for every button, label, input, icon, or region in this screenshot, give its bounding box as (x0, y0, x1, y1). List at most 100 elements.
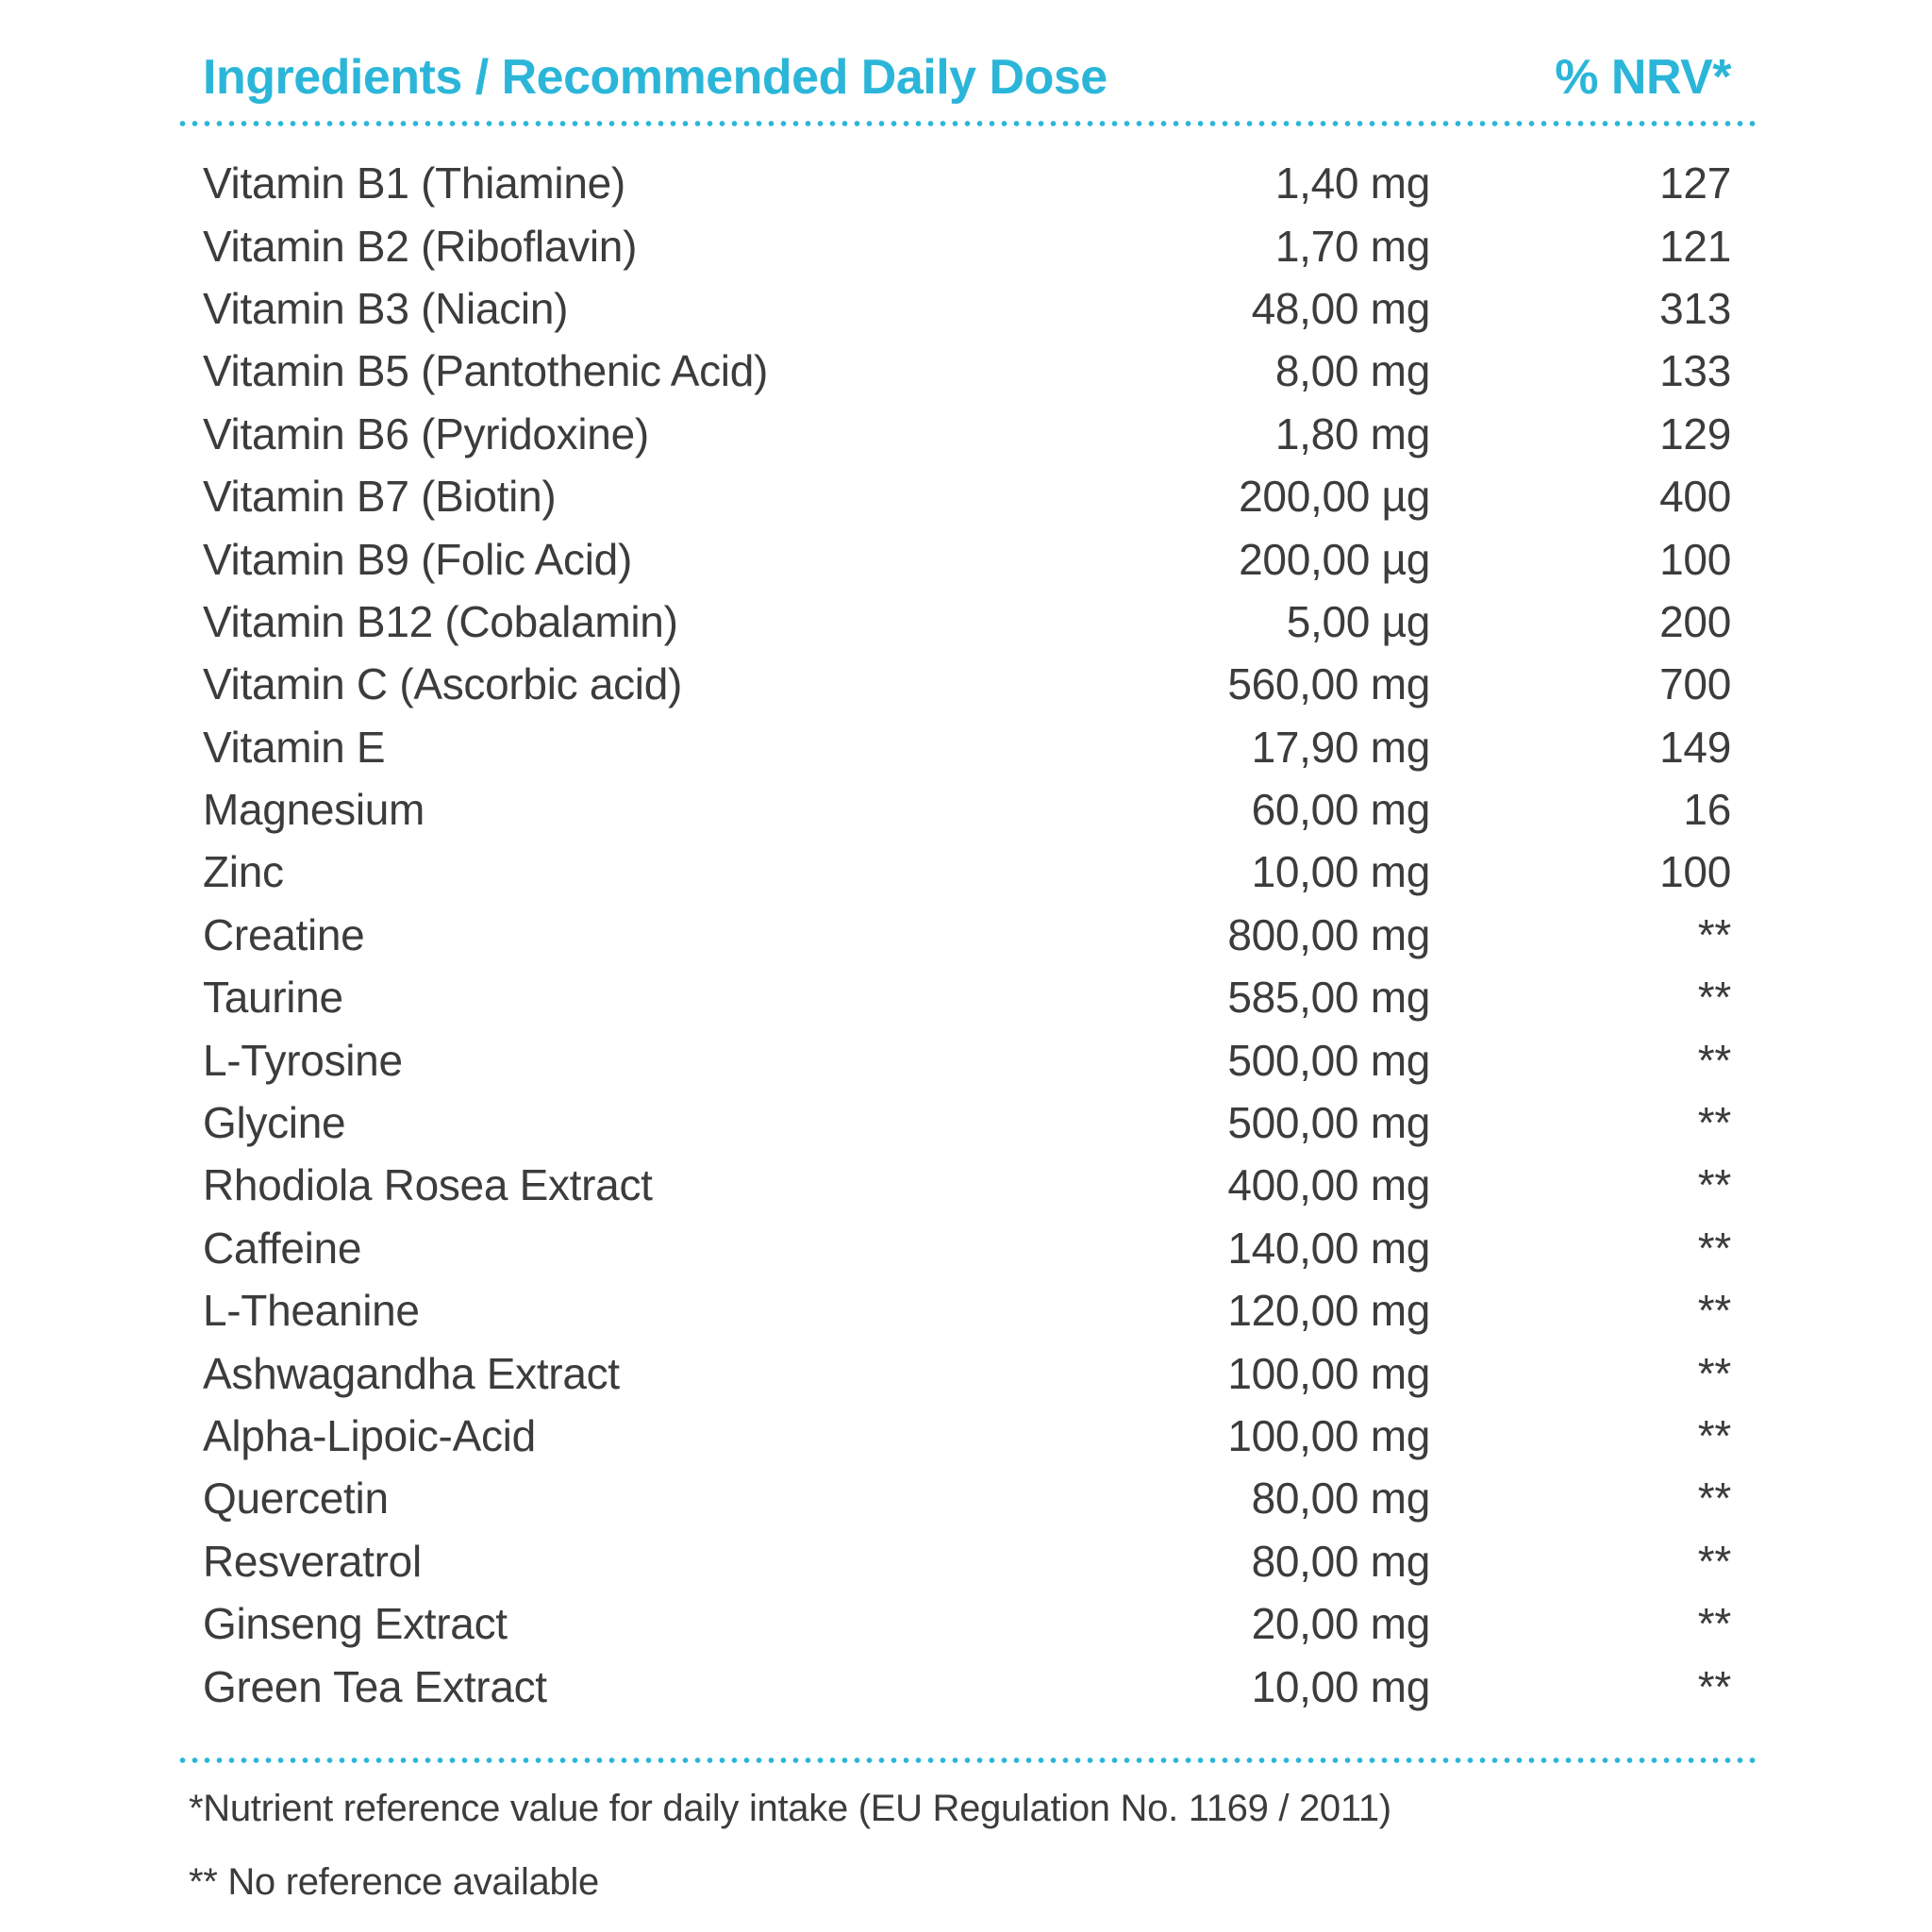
ingredient-amount: 400,00 mg (1227, 1160, 1430, 1210)
footnote-nrv: *Nutrient reference value for daily inta… (189, 1788, 1391, 1829)
table-row: Vitamin B7 (Biotin) 200,00 µg 400 (176, 465, 1757, 527)
table-row: Ginseng Extract 20,00 mg ** (176, 1592, 1757, 1655)
table-row: Quercetin 80,00 mg ** (176, 1467, 1757, 1529)
table-row: Green Tea Extract 10,00 mg ** (176, 1655, 1757, 1717)
ingredient-amount: 10,00 mg (1251, 1661, 1431, 1711)
ingredient-amount: 1,40 mg (1274, 158, 1430, 208)
ingredient-amount: 585,00 mg (1227, 973, 1430, 1023)
table-row: Ashwagandha Extract 100,00 mg ** (176, 1341, 1757, 1404)
table-row: L-Tyrosine 500,00 mg ** (176, 1028, 1757, 1091)
header-ingredients-label: Ingredients / Recommended Daily Dose (203, 50, 1108, 105)
ingredient-name: L-Tyrosine (203, 1035, 403, 1085)
ingredient-name: Glycine (203, 1098, 346, 1148)
ingredient-name: Vitamin B12 (Cobalamin) (203, 596, 678, 646)
ingredient-amount: 5,00 µg (1286, 596, 1431, 646)
ingredient-amount: 200,00 µg (1239, 472, 1430, 522)
table-row: Taurine 585,00 mg ** (176, 966, 1757, 1028)
ingredient-amount: 120,00 mg (1227, 1286, 1430, 1336)
ingredient-amount: 17,90 mg (1251, 722, 1431, 772)
ingredient-nrv: 149 (1659, 722, 1731, 772)
table-row: Vitamin B6 (Pyridoxine) 1,80 mg 129 (176, 403, 1757, 465)
ingredient-amount: 1,80 mg (1274, 408, 1430, 458)
table-row: Alpha-Lipoic-Acid 100,00 mg ** (176, 1405, 1757, 1467)
table-row: Caffeine 140,00 mg ** (176, 1217, 1757, 1279)
ingredient-name: Alpha-Lipoic-Acid (203, 1411, 536, 1460)
dotted-divider-bottom (176, 1757, 1757, 1763)
ingredient-nrv: ** (1697, 1160, 1732, 1210)
table-row: Creatine 800,00 mg ** (176, 904, 1757, 966)
table-row: Vitamin C (Ascorbic acid) 560,00 mg 700 (176, 653, 1757, 715)
table-row: Resveratrol 80,00 mg ** (176, 1530, 1757, 1592)
ingredient-nrv: ** (1697, 1348, 1732, 1398)
ingredient-nrv: ** (1697, 1474, 1732, 1524)
ingredient-nrv: 700 (1659, 659, 1731, 709)
ingredient-name: Resveratrol (203, 1536, 422, 1586)
ingredient-nrv: 127 (1659, 158, 1731, 208)
ingredient-amount: 500,00 mg (1227, 1035, 1430, 1085)
ingredient-nrv: ** (1697, 1411, 1732, 1460)
ingredient-amount: 80,00 mg (1251, 1474, 1431, 1524)
ingredient-nrv: 129 (1659, 408, 1731, 458)
ingredient-nrv: 100 (1659, 847, 1731, 897)
ingredient-amount: 60,00 mg (1251, 785, 1431, 835)
footnotes: *Nutrient reference value for daily inta… (176, 1785, 1757, 1906)
ingredient-name: Ginseng Extract (203, 1599, 508, 1649)
table-row: Vitamin B2 (Riboflavin) 1,70 mg 121 (176, 214, 1757, 276)
ingredient-amount: 10,00 mg (1251, 847, 1431, 897)
table-row: Glycine 500,00 mg ** (176, 1091, 1757, 1154)
header-nrv-label: % NRV* (1555, 50, 1731, 105)
table-row: Magnesium 60,00 mg 16 (176, 778, 1757, 841)
ingredient-nrv: 313 (1659, 283, 1731, 333)
ingredient-amount: 100,00 mg (1227, 1348, 1430, 1398)
ingredient-nrv: 400 (1659, 472, 1731, 522)
ingredient-name: Ashwagandha Extract (203, 1348, 620, 1398)
table-row: Vitamin B1 (Thiamine) 1,40 mg 127 (176, 152, 1757, 214)
ingredient-name: Vitamin E (203, 722, 386, 772)
ingredient-amount: 560,00 mg (1227, 659, 1430, 709)
ingredient-name: Green Tea Extract (203, 1661, 547, 1711)
ingredient-nrv: 200 (1659, 596, 1731, 646)
ingredient-amount: 140,00 mg (1227, 1223, 1430, 1273)
ingredient-name: Vitamin B9 (Folic Acid) (203, 534, 632, 584)
ingredient-nrv: ** (1697, 973, 1732, 1023)
table-body: Vitamin B1 (Thiamine) 1,40 mg 127 Vitamin … (176, 152, 1757, 1718)
ingredient-name: Zinc (203, 847, 284, 897)
ingredient-nrv: ** (1697, 1223, 1732, 1273)
ingredient-nrv: 16 (1683, 785, 1731, 835)
ingredient-nrv: ** (1697, 1661, 1732, 1711)
ingredient-amount: 800,00 mg (1227, 909, 1430, 959)
ingredient-name: L-Theanine (203, 1286, 420, 1336)
ingredients-table: Ingredients / Recommended Daily Dose % N… (176, 0, 1757, 1932)
ingredient-name: Vitamin B1 (Thiamine) (203, 158, 625, 208)
ingredient-name: Vitamin B5 (Pantothenic Acid) (203, 346, 769, 396)
ingredient-name: Vitamin C (Ascorbic acid) (203, 659, 683, 709)
ingredient-nrv: 100 (1659, 534, 1731, 584)
table-row: Vitamin B3 (Niacin) 48,00 mg 313 (176, 277, 1757, 340)
table-header: Ingredients / Recommended Daily Dose % N… (176, 49, 1757, 106)
ingredient-amount: 200,00 µg (1239, 534, 1430, 584)
table-row: Vitamin B9 (Folic Acid) 200,00 µg 100 (176, 527, 1757, 590)
table-row: L-Theanine 120,00 mg ** (176, 1279, 1757, 1341)
ingredient-amount: 20,00 mg (1251, 1599, 1431, 1649)
dotted-divider-top (176, 121, 1757, 126)
ingredient-nrv: ** (1697, 909, 1732, 959)
ingredient-name: Vitamin B2 (Riboflavin) (203, 221, 638, 271)
ingredient-name: Quercetin (203, 1474, 389, 1524)
ingredient-name: Caffeine (203, 1223, 362, 1273)
ingredient-name: Vitamin B3 (Niacin) (203, 283, 569, 333)
ingredient-nrv: ** (1697, 1098, 1732, 1148)
ingredient-nrv: ** (1697, 1286, 1732, 1336)
table-row: Vitamin E 17,90 mg 149 (176, 716, 1757, 778)
ingredient-amount: 48,00 mg (1251, 283, 1431, 333)
ingredient-nrv: 133 (1659, 346, 1731, 396)
ingredient-name: Rhodiola Rosea Extract (203, 1160, 653, 1210)
ingredient-nrv: 121 (1659, 221, 1731, 271)
table-row: Zinc 10,00 mg 100 (176, 841, 1757, 903)
ingredient-name: Taurine (203, 973, 343, 1023)
ingredient-amount: 80,00 mg (1251, 1536, 1431, 1586)
ingredient-amount: 500,00 mg (1227, 1098, 1430, 1148)
ingredient-amount: 100,00 mg (1227, 1411, 1430, 1460)
ingredient-name: Vitamin B6 (Pyridoxine) (203, 408, 649, 458)
table-row: Vitamin B5 (Pantothenic Acid) 8,00 mg 133 (176, 340, 1757, 402)
ingredient-name: Magnesium (203, 785, 425, 835)
